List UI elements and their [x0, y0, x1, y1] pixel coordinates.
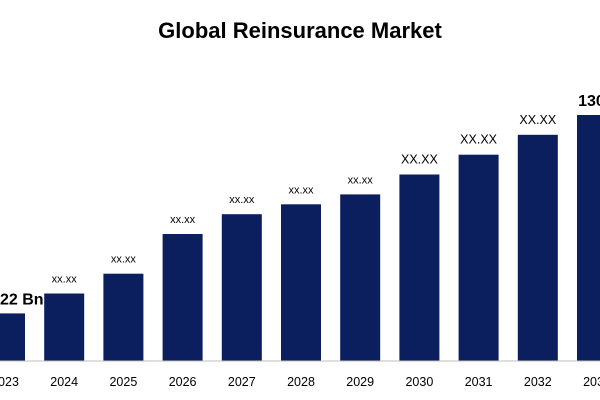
data-label-2024: xx.xx [52, 274, 78, 286]
data-label-2025: xx.xx [111, 254, 137, 266]
data-label-2029: xx.xx [348, 174, 374, 186]
data-label-2030: XX.XX [401, 153, 438, 167]
bar-2026 [162, 234, 203, 361]
x-tick-2029: 2029 [346, 375, 374, 389]
x-tick-2028: 2028 [287, 375, 315, 389]
x-tick-2024: 2024 [50, 375, 78, 389]
x-tick-2027: 2027 [228, 375, 256, 389]
x-tick-labels-group: 2023 2024 2025 2026 2027 2028 2029 2030 2031 2032… [0, 375, 600, 389]
bar-2025 [103, 273, 144, 361]
bar-2029 [340, 194, 381, 361]
data-label-2026: xx.xx [170, 214, 196, 226]
bar-2033 [577, 115, 600, 361]
bar-2027 [221, 214, 262, 361]
x-tick-2031: 2031 [465, 375, 493, 389]
x-tick-2032: 2032 [524, 375, 552, 389]
x-tick-2033: 2033 [583, 375, 600, 389]
data-label-2032: XX.XX [519, 113, 556, 127]
data-label-2028: xx.xx [288, 184, 314, 196]
data-label-2023: 22 Bn [0, 291, 44, 308]
bar-2023 [0, 313, 25, 361]
data-label-2033: 1306.1 [578, 93, 600, 110]
bar-2030 [399, 174, 440, 361]
x-tick-2030: 2030 [405, 375, 433, 389]
bars-group [0, 115, 600, 361]
data-label-2031: XX.XX [460, 133, 497, 147]
data-label-2027: xx.xx [229, 194, 255, 206]
x-tick-2026: 2026 [169, 375, 197, 389]
chart-title: Global Reinsurance Market [158, 18, 442, 43]
x-tick-2025: 2025 [109, 375, 137, 389]
bar-2028 [281, 204, 321, 361]
bar-2031 [458, 154, 499, 361]
data-labels-group: 22 Bn xx.xx xx.xx xx.xx xx.xx xx.xx xx.xx XX.XX… [0, 93, 600, 308]
bar-2024 [44, 293, 85, 361]
x-tick-2023: 2023 [0, 375, 19, 389]
bar-2032 [517, 134, 558, 361]
